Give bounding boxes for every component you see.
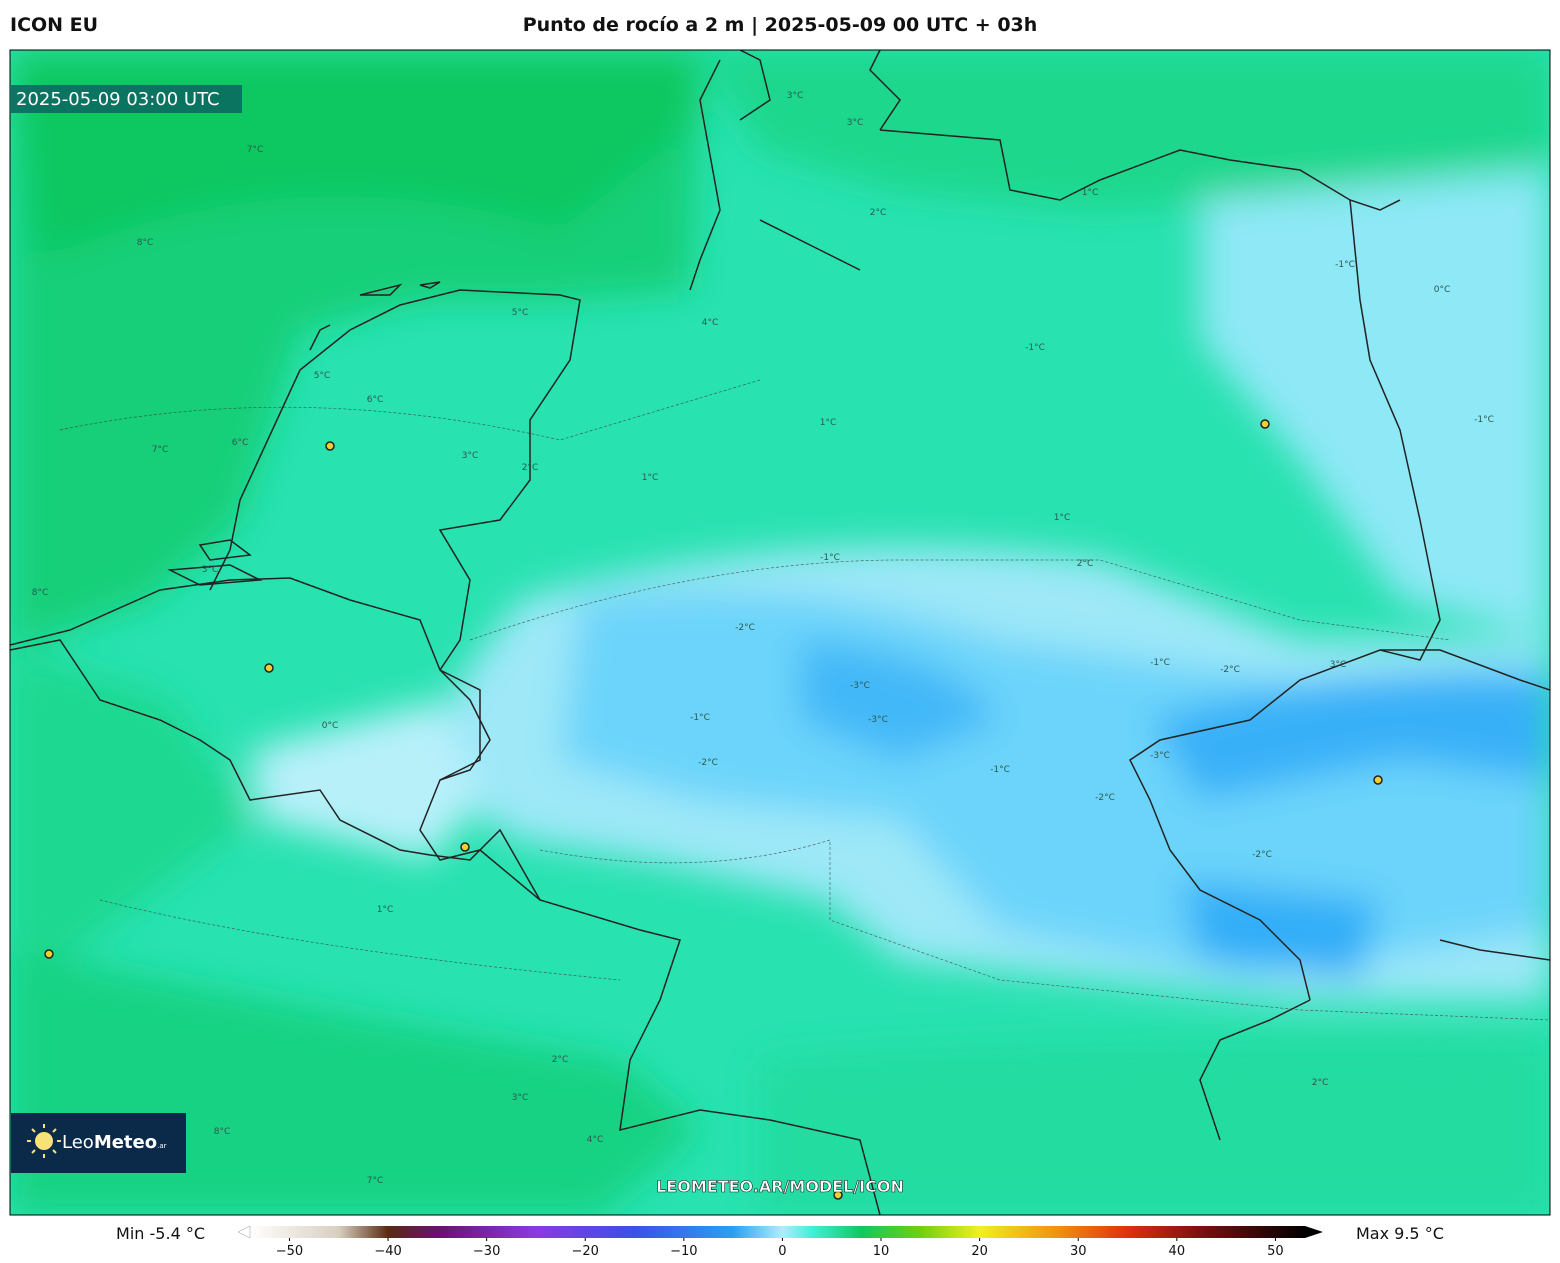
model-name: ICON EU [10, 14, 99, 36]
contour-label: 6°C [232, 438, 249, 448]
contour-label: -1°C [690, 713, 710, 723]
contour-label: 2°C [522, 463, 539, 473]
contour-label: 1°C [377, 905, 394, 915]
contour-label: -1°C [1335, 260, 1355, 270]
contour-label: -1°C [820, 553, 840, 563]
contour-label: 6°C [367, 395, 384, 405]
colorbar-tick-label: 10 [873, 1244, 890, 1259]
contour-label: -2°C [1220, 665, 1240, 675]
contour-label: 8°C [137, 238, 154, 248]
colorbar-tick-label: 20 [971, 1244, 988, 1259]
contour-label: -3°C [850, 681, 870, 691]
title: Punto de rocío a 2 m | 2025-05-09 00 UTC… [522, 14, 1038, 36]
colorbar-tick-label: −40 [374, 1244, 401, 1259]
contour-label: 3°C [202, 565, 219, 575]
contour-label: -2°C [698, 758, 718, 768]
cities [44, 419, 1383, 1200]
contour-label: -2°C [1095, 793, 1115, 803]
contour-label: -1°C [1025, 343, 1045, 353]
valid-time: 2025-05-09 03:00 UTC [16, 89, 220, 110]
colorbar-tick-label: −20 [572, 1244, 599, 1259]
contour-label: 5°C [314, 371, 331, 381]
colorbar-tick-label: −50 [276, 1244, 303, 1259]
contour-label: 2°C [1077, 559, 1094, 569]
colorbar-tick-label: 0 [778, 1244, 786, 1259]
contour-label: 7°C [152, 445, 169, 455]
contour-label: 7°C [367, 1176, 384, 1186]
contour-label: -2°C [735, 623, 755, 633]
contour-label: -1°C [1150, 658, 1170, 668]
contour-label: 0°C [1434, 285, 1451, 295]
colorbar-tick-label: 30 [1070, 1244, 1087, 1259]
logo: LeoMeteo.ar [62, 1132, 167, 1153]
contour-label: -3°C [868, 715, 888, 725]
field: 8°C 7°C 8°C 3°C 3°C 5°C 6°C 5°C 6°C 7°C 3°C 2°C 3°C 4… [10, 50, 1550, 1215]
contour-label: 3°C [1330, 660, 1347, 670]
contour-label: 4°C [702, 318, 719, 328]
colorbar: −50 −40 −30 −20 −10 0 10 20 30 40 50 [237, 1225, 1323, 1259]
contour-label: -1°C [990, 765, 1010, 775]
max-label: Max 9.5 °C [1356, 1224, 1444, 1243]
colorbar-tick-label: 50 [1267, 1244, 1284, 1259]
borders [10, 50, 1550, 1215]
contour-label: 1°C [642, 473, 659, 483]
contour-label: 8°C [214, 1127, 231, 1137]
contour-label: 5°C [512, 308, 529, 318]
colorbar-tick-label: 40 [1169, 1244, 1186, 1259]
min-label: Min -5.4 °C [116, 1224, 205, 1243]
colorbar-tick-label: −30 [473, 1244, 500, 1259]
watermark: LEOMETEO.AR/MODEL/ICON [656, 1177, 904, 1196]
contour-label: 7°C [247, 145, 264, 155]
contour-label: 0°C [322, 721, 339, 731]
colorbar-end [237, 1225, 251, 1239]
contour-label: 2°C [552, 1055, 569, 1065]
contour-label: 1°C [1054, 513, 1071, 523]
contour-label: 1°C [1082, 188, 1099, 198]
colorbar-tick-label: −10 [670, 1244, 697, 1259]
contour-label: 8°C [32, 588, 49, 598]
contour-label: 1°C [820, 418, 837, 428]
contour-label: 2°C [870, 208, 887, 218]
contour-label: -1°C [1474, 415, 1494, 425]
colorbar-end [1305, 1226, 1323, 1238]
contour-label: 3°C [787, 91, 804, 101]
contour-label: 4°C [587, 1135, 604, 1145]
contour-label: 3°C [512, 1093, 529, 1103]
contour-label: -2°C [1252, 850, 1272, 860]
contour-label: 3°C [462, 451, 479, 461]
contour-label: 3°C [847, 118, 864, 128]
contour-label: 2°C [1312, 1078, 1329, 1088]
contour-label: -3°C [1150, 751, 1170, 761]
colorbar-bar [250, 1226, 1305, 1238]
